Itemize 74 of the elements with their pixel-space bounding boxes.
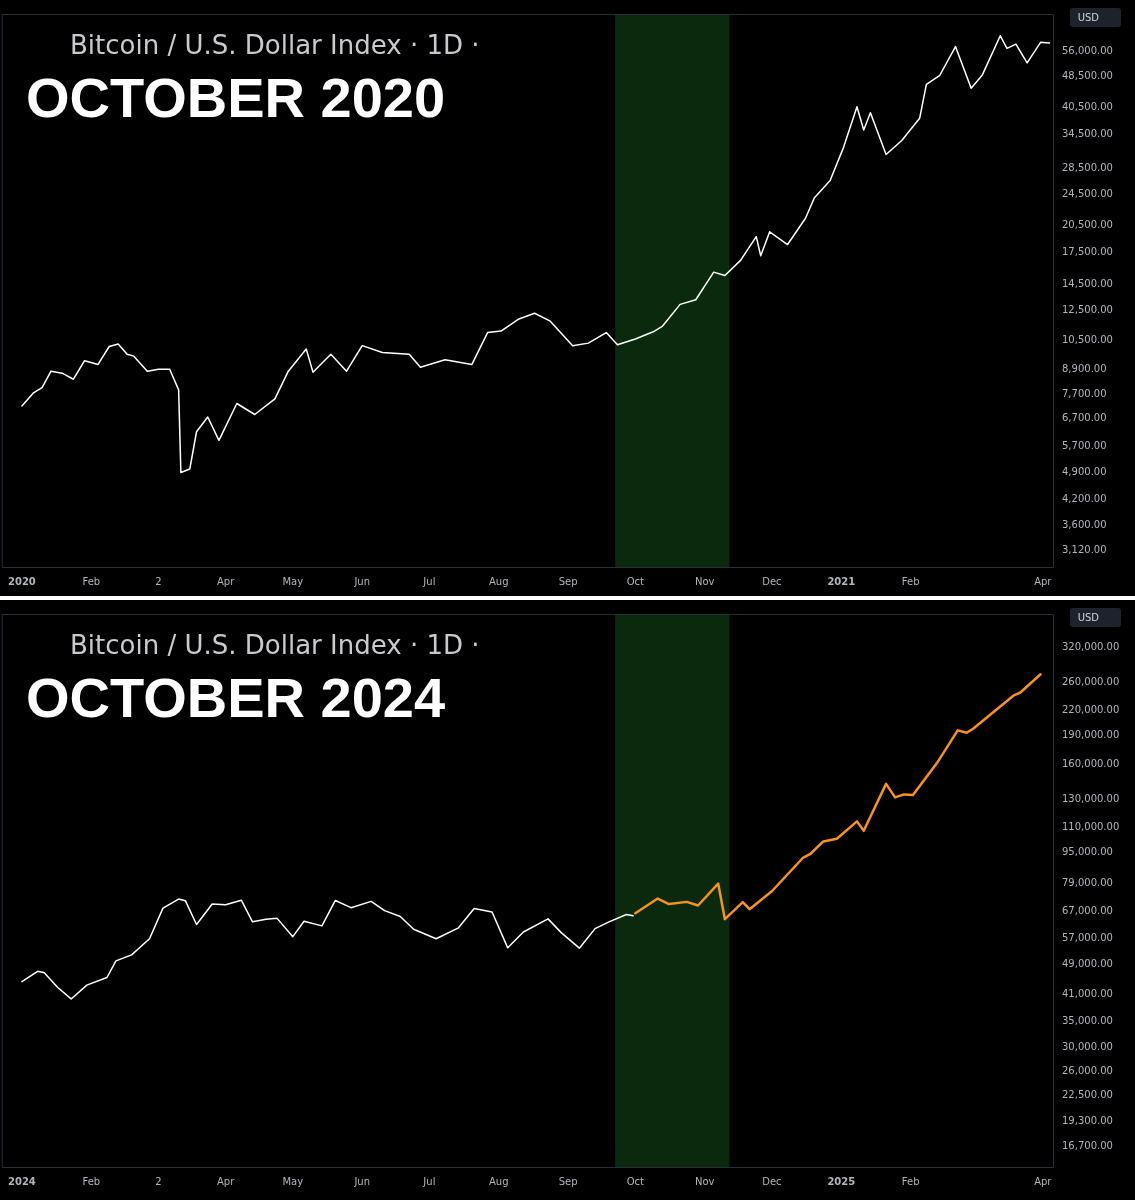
x-tick-label: Feb xyxy=(82,575,101,587)
x-tick-label: Feb xyxy=(901,575,920,587)
y-axis-title: USD xyxy=(1069,8,1121,27)
y-tick-label: 28,500.00 xyxy=(1062,161,1113,173)
y-tick-label: 30,000.00 xyxy=(1062,1040,1113,1052)
y-tick-label: 320,000.00 xyxy=(1062,641,1120,652)
y-tick-label: 41,000.00 xyxy=(1062,987,1113,999)
x-tick-label: Nov xyxy=(694,1175,715,1187)
y-tick-label: 19,300.00 xyxy=(1062,1115,1113,1127)
x-tick-label: 2025 xyxy=(827,1175,856,1187)
y-tick-label: 190,000.00 xyxy=(1062,729,1120,741)
x-tick-label: Feb xyxy=(901,1175,920,1187)
y-tick-label: 24,500.00 xyxy=(1062,187,1113,199)
text: OCTOBER 2020 xyxy=(26,66,446,130)
x-tick-label: Sep xyxy=(558,575,578,587)
y-tick-label: 4,200.00 xyxy=(1062,492,1107,504)
x-tick-label: Jul xyxy=(422,575,436,587)
y-tick-label: 49,000.00 xyxy=(1062,957,1113,969)
y-tick-label: 20,500.00 xyxy=(1062,218,1113,230)
y-tick-label: 14,500.00 xyxy=(1062,278,1113,290)
x-tick-label: Apr xyxy=(1034,575,1053,587)
x-tick-label: Apr xyxy=(216,575,236,587)
text: OCTOBER 2024 xyxy=(26,666,446,730)
y-tick-label: 16,700.00 xyxy=(1062,1139,1113,1151)
x-tick-label: Dec xyxy=(762,575,782,587)
y-tick-label: 8,900.00 xyxy=(1062,362,1107,374)
y-tick-label: 34,500.00 xyxy=(1062,128,1113,140)
y-tick-label: 260,000.00 xyxy=(1062,676,1120,688)
y-tick-label: 220,000.00 xyxy=(1062,704,1120,716)
y-tick-label: 10,500.00 xyxy=(1062,334,1113,346)
y-tick-label: 79,000.00 xyxy=(1062,877,1113,889)
y-tick-label: 95,000.00 xyxy=(1062,846,1113,858)
x-tick-label: Oct xyxy=(626,575,645,587)
x-tick-label: 2 xyxy=(155,575,162,587)
x-tick-label: Feb xyxy=(82,1175,101,1187)
y-tick-label: 56,000.00 xyxy=(1062,44,1113,56)
y-tick-label: 26,000.00 xyxy=(1062,1064,1113,1076)
y-tick-label: 22,500.00 xyxy=(1062,1089,1113,1101)
y-tick-label: 110,000.00 xyxy=(1062,821,1120,833)
x-tick-label: 2024 xyxy=(7,1175,36,1187)
x-tick-label: Apr xyxy=(216,1175,236,1187)
x-tick-label: May xyxy=(282,1175,304,1187)
y-tick-label: 3,120.00 xyxy=(1062,544,1107,556)
y-tick-label: 5,700.00 xyxy=(1062,439,1107,451)
y-tick-label: 160,000.00 xyxy=(1062,758,1120,770)
x-tick-label: 2021 xyxy=(827,575,856,587)
y-tick-label: 130,000.00 xyxy=(1062,793,1120,805)
x-tick-label: Aug xyxy=(489,575,509,587)
x-tick-label: Sep xyxy=(558,1175,578,1187)
y-tick-label: 6,700.00 xyxy=(1062,411,1107,423)
y-tick-label: 40,500.00 xyxy=(1062,100,1113,112)
y-tick-label: 67,000.00 xyxy=(1062,905,1113,917)
y-tick-label: 57,000.00 xyxy=(1062,932,1113,944)
x-tick-label: Aug xyxy=(489,1175,509,1187)
text: Bitcoin / U.S. Dollar Index · 1D · xyxy=(70,630,480,660)
x-tick-label: Apr xyxy=(1034,1175,1053,1187)
x-tick-label: 2020 xyxy=(7,575,36,587)
y-tick-label: 35,000.00 xyxy=(1062,1014,1113,1026)
x-tick-label: Jun xyxy=(353,1175,371,1187)
y-axis-title: USD xyxy=(1069,608,1121,627)
y-tick-label: 17,500.00 xyxy=(1062,245,1113,257)
y-tick-label: 12,500.00 xyxy=(1062,304,1113,316)
x-tick-label: Dec xyxy=(762,1175,782,1187)
x-tick-label: May xyxy=(282,575,304,587)
y-tick-label: 4,900.00 xyxy=(1062,466,1107,478)
x-tick-label: Jun xyxy=(353,575,371,587)
y-tick-label: 7,700.00 xyxy=(1062,387,1107,399)
x-tick-label: Nov xyxy=(694,575,715,587)
x-tick-label: Oct xyxy=(626,1175,645,1187)
y-tick-label: 48,500.00 xyxy=(1062,69,1113,81)
x-tick-label: 2 xyxy=(155,1175,162,1187)
x-tick-label: Jul xyxy=(422,1175,436,1187)
text: Bitcoin / U.S. Dollar Index · 1D · xyxy=(70,30,480,60)
y-tick-label: 3,600.00 xyxy=(1062,519,1107,531)
